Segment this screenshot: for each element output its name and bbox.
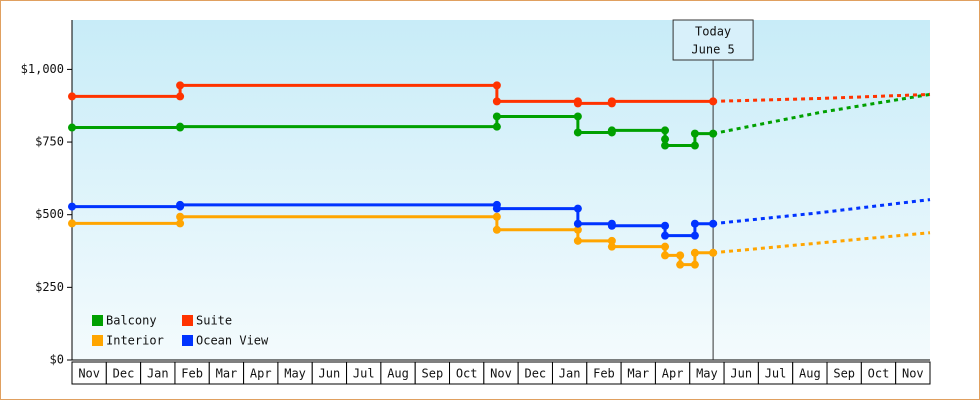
point — [492, 212, 501, 221]
point — [709, 97, 718, 106]
x-tick-label: Sep — [422, 367, 444, 381]
x-tick-label: Jan — [559, 367, 581, 381]
point — [573, 219, 582, 228]
legend-swatch — [182, 315, 193, 326]
point — [661, 221, 670, 230]
point — [661, 242, 670, 251]
y-tick-label: $1,000 — [21, 62, 64, 76]
point — [607, 97, 616, 106]
x-tick-label: Apr — [250, 367, 272, 381]
point — [709, 248, 718, 257]
point — [661, 251, 670, 260]
point — [176, 219, 185, 228]
point — [690, 231, 699, 240]
x-tick-label: Feb — [181, 367, 203, 381]
point — [661, 135, 670, 144]
x-tick-label: May — [284, 367, 306, 381]
point — [176, 200, 185, 209]
x-tick-label: Nov — [490, 367, 512, 381]
x-tick-label: Jul — [353, 367, 375, 381]
point — [176, 92, 185, 101]
point — [492, 112, 501, 121]
point — [607, 242, 616, 251]
x-tick-label: Nov — [902, 367, 924, 381]
x-tick-label: May — [696, 367, 718, 381]
point — [68, 219, 76, 228]
point — [690, 129, 699, 138]
forecast-line — [713, 92, 931, 103]
point — [492, 97, 501, 106]
y-tick-label: $0 — [50, 353, 64, 367]
point — [573, 112, 582, 121]
point — [176, 122, 185, 131]
point — [607, 236, 616, 245]
month-cell — [895, 361, 931, 385]
point — [607, 221, 616, 230]
point — [176, 212, 185, 221]
legend-label: Interior — [106, 334, 164, 348]
point — [676, 251, 685, 260]
x-tick-label: Jun — [730, 367, 752, 381]
y-tick-label: $250 — [35, 280, 64, 294]
x-tick-label: Aug — [799, 367, 821, 381]
point — [68, 92, 76, 101]
point — [68, 123, 76, 132]
x-tick-label: Sep — [833, 367, 855, 381]
y-tick-label: $750 — [35, 135, 64, 149]
legend-swatch — [92, 335, 103, 346]
x-tick-label: Dec — [524, 367, 546, 381]
x-tick-label: Mar — [627, 367, 649, 381]
point — [661, 126, 670, 135]
point — [661, 141, 670, 150]
point — [690, 260, 699, 269]
today-label: June 5 — [691, 43, 734, 57]
today-box — [672, 19, 754, 61]
point — [709, 129, 718, 138]
legend-swatch — [182, 335, 193, 346]
x-tick-label: Oct — [868, 367, 890, 381]
point — [573, 99, 582, 108]
x-tick-label: Jul — [765, 367, 787, 381]
legend-swatch — [92, 315, 103, 326]
x-tick-label: Dec — [113, 367, 135, 381]
point — [573, 204, 582, 213]
point — [676, 260, 685, 269]
point — [492, 81, 501, 90]
point — [607, 126, 616, 135]
y-tick-label: $500 — [35, 207, 64, 221]
point — [573, 128, 582, 137]
price-line — [72, 203, 714, 238]
point — [661, 231, 670, 240]
forecast-line — [712, 231, 931, 255]
point — [492, 204, 501, 213]
legend-label: Ocean View — [196, 334, 269, 348]
x-tick-label: Apr — [662, 367, 684, 381]
x-tick-label: Feb — [593, 367, 615, 381]
plot-area — [72, 20, 930, 360]
point — [68, 202, 76, 211]
point — [690, 141, 699, 150]
point — [573, 236, 582, 245]
x-tick-label: Jan — [147, 367, 169, 381]
x-tick-label: Jun — [319, 367, 341, 381]
point — [492, 225, 501, 234]
legend-label: Suite — [196, 314, 232, 328]
point — [690, 219, 699, 228]
point — [690, 248, 699, 257]
x-tick-label: Oct — [456, 367, 478, 381]
today-label: Today — [695, 25, 731, 39]
forecast-line — [712, 198, 931, 226]
x-tick-label: Nov — [78, 367, 100, 381]
point — [573, 225, 582, 234]
x-tick-label: Aug — [387, 367, 409, 381]
point — [709, 219, 718, 228]
point — [176, 81, 185, 90]
legend-label: Balcony — [106, 314, 157, 328]
x-tick-label: Mar — [216, 367, 238, 381]
point — [492, 122, 501, 131]
